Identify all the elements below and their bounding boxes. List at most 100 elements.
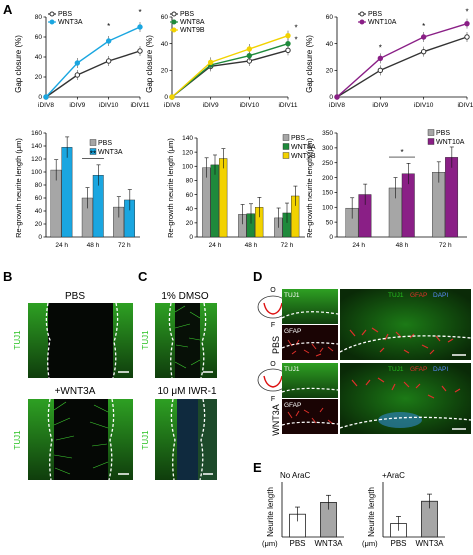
a3-ytick-label: 40 (326, 41, 334, 48)
a6-ytick-label: 200 (322, 175, 333, 182)
a5-bar (218, 158, 228, 238)
panel-c: 1% DMSO TUJ1 10 μM IWR-1 TUJ1 (141, 291, 217, 481)
a3-xtick-label: iDIV9 (372, 102, 388, 109)
e1-category-label: WNT3A (315, 539, 344, 548)
gap-closure-ylabel-2: Gap closure (%) (145, 35, 154, 93)
d-wnt3a-tuj1-tag: TUJ1 (284, 366, 300, 373)
d-wnt3a-merge-image (339, 363, 472, 434)
a3-point (464, 34, 470, 40)
a4-ytick-label: 80 (35, 182, 43, 189)
a4-bar (61, 147, 73, 238)
a6-ytick-label: 100 (322, 204, 333, 211)
a3-point (377, 67, 384, 74)
a3-ytick-label: 0 (329, 94, 333, 101)
d-wnt3a-gfap-tag: GFAP (284, 402, 301, 409)
a4-ytick-label: 40 (35, 208, 43, 215)
panel-b: PBS TUJ1 +WNT3A TUJ1 (13, 291, 133, 481)
a4-ytick-label: 140 (31, 143, 42, 150)
a5-ytick-label: 20 (186, 220, 194, 227)
a2-point (285, 47, 291, 54)
c-tuj1-label-bottom: TUJ1 (141, 430, 150, 450)
d-section-f-bottom: F (271, 396, 275, 403)
a4-ytick-label: 60 (35, 195, 43, 202)
b-pbs-image (28, 302, 133, 379)
a5-ytick-label: 60 (186, 192, 194, 199)
a6-category-label: 72 h (439, 242, 452, 249)
a3-xtick-label: iDIV8 (329, 102, 345, 109)
a2-point (169, 94, 175, 100)
a3-series-line (336, 36, 468, 98)
a3-ytick-label: 60 (326, 14, 334, 21)
a2-series-line (171, 42, 289, 98)
a2-legend-marker (171, 19, 177, 25)
a5-legend-label: WNT9B (291, 153, 316, 160)
d-section-o-bottom: O (270, 361, 276, 368)
a3-point (334, 94, 340, 100)
a2-xtick-label: iDIV11 (278, 102, 297, 109)
a2-ytick-label: 60 (161, 14, 169, 21)
d-pbs-tuj1-tag: TUJ1 (284, 292, 300, 299)
gap-closure-ylabel-1: Gap closure (%) (14, 35, 23, 93)
a5-category-label: 48 h (245, 242, 258, 249)
b-tuj1-label-top: TUJ1 (13, 330, 22, 350)
a2-legend-label: WNT9B (180, 27, 205, 34)
d-pbs-label: PBS (271, 336, 281, 354)
a3-xtick-label: iDIV10 (414, 102, 434, 109)
a2-xtick-label: iDIV8 (164, 102, 180, 109)
a2-xtick-label: iDIV9 (203, 102, 219, 109)
gap-closure-ylabel-3: Gap closure (%) (305, 35, 314, 93)
a5-category-label: 24 h (209, 242, 222, 249)
panel-letter-d: D (253, 269, 262, 284)
a2-series-line (171, 49, 289, 98)
a5-legend-swatch (282, 134, 290, 141)
a3-legend-label: WNT10A (368, 19, 397, 26)
a3-significance: * (379, 43, 382, 52)
a5-ytick-label: 80 (186, 178, 194, 185)
a1-legend-marker (49, 11, 55, 17)
a2-point (207, 59, 214, 66)
a6-ytick-label: 50 (326, 219, 334, 226)
a1-legend-marker (49, 19, 55, 25)
b-wnt3a-label: +WNT3A (55, 386, 96, 397)
a5-category-label: 72 h (281, 242, 294, 249)
panel-letter-b: B (3, 269, 12, 284)
d-wnt3a-merge-tuj1: TUJ1 (388, 366, 404, 373)
a5-legend-label: WNT8A (291, 144, 316, 151)
a3-significance: * (465, 8, 468, 17)
a6-legend-label: WNT10A (436, 139, 465, 146)
a5-ytick-label: 0 (189, 234, 193, 241)
a2-legend-marker (171, 11, 177, 17)
a1-xtick-label: iDIV11 (130, 102, 149, 109)
a2-point (246, 52, 253, 59)
a4-significance: ** (90, 150, 96, 159)
regrowth-ylabel-1: Re-growth neurite length (μm) (14, 138, 23, 238)
regrowth-ylabel-3: Re-growth neurite length (μm) (305, 138, 314, 238)
a4-ytick-label: 120 (31, 156, 42, 163)
c-tuj1-label-top: TUJ1 (141, 330, 150, 350)
a1-xtick-label: iDIV9 (69, 102, 85, 109)
a4-ytick-label: 160 (31, 130, 42, 137)
d-wnt3a-merge-gfap: GFAP (410, 366, 427, 373)
a4-legend-swatch (89, 148, 97, 155)
a4-category-label: 72 h (118, 242, 131, 249)
panel-letter-a: A (3, 2, 13, 17)
d-wnt3a-merge-dapi: DAPI (433, 366, 448, 373)
a1-ytick-label: 20 (35, 74, 43, 81)
a5-ytick-label: 140 (182, 135, 193, 142)
charts-layer: 0 20 40 60 80 iDIV8 iDIV9 iDIV10 iDIV11 PBS WNT3A *… (31, 8, 473, 548)
e-unit-2: (μm) (362, 539, 378, 548)
a3-point (420, 34, 427, 40)
a6-bar (445, 157, 459, 238)
a3-legend-marker (359, 11, 365, 17)
c-dmso-image (155, 302, 217, 379)
d-pbs-merge-tuj1: TUJ1 (388, 292, 404, 299)
d-wnt3a-label: WNT3A (271, 404, 281, 436)
a1-significance: * (107, 22, 110, 31)
a2-series-line (171, 35, 289, 98)
a3-point (377, 55, 384, 62)
e-arac-title: +AraC (382, 471, 405, 480)
a5-legend-label: PBS (291, 135, 305, 142)
regrowth-ylabel-2: Re-growth neurite length (μm) (166, 138, 175, 238)
a3-legend-label: PBS (368, 11, 382, 18)
a5-bar (202, 167, 211, 238)
